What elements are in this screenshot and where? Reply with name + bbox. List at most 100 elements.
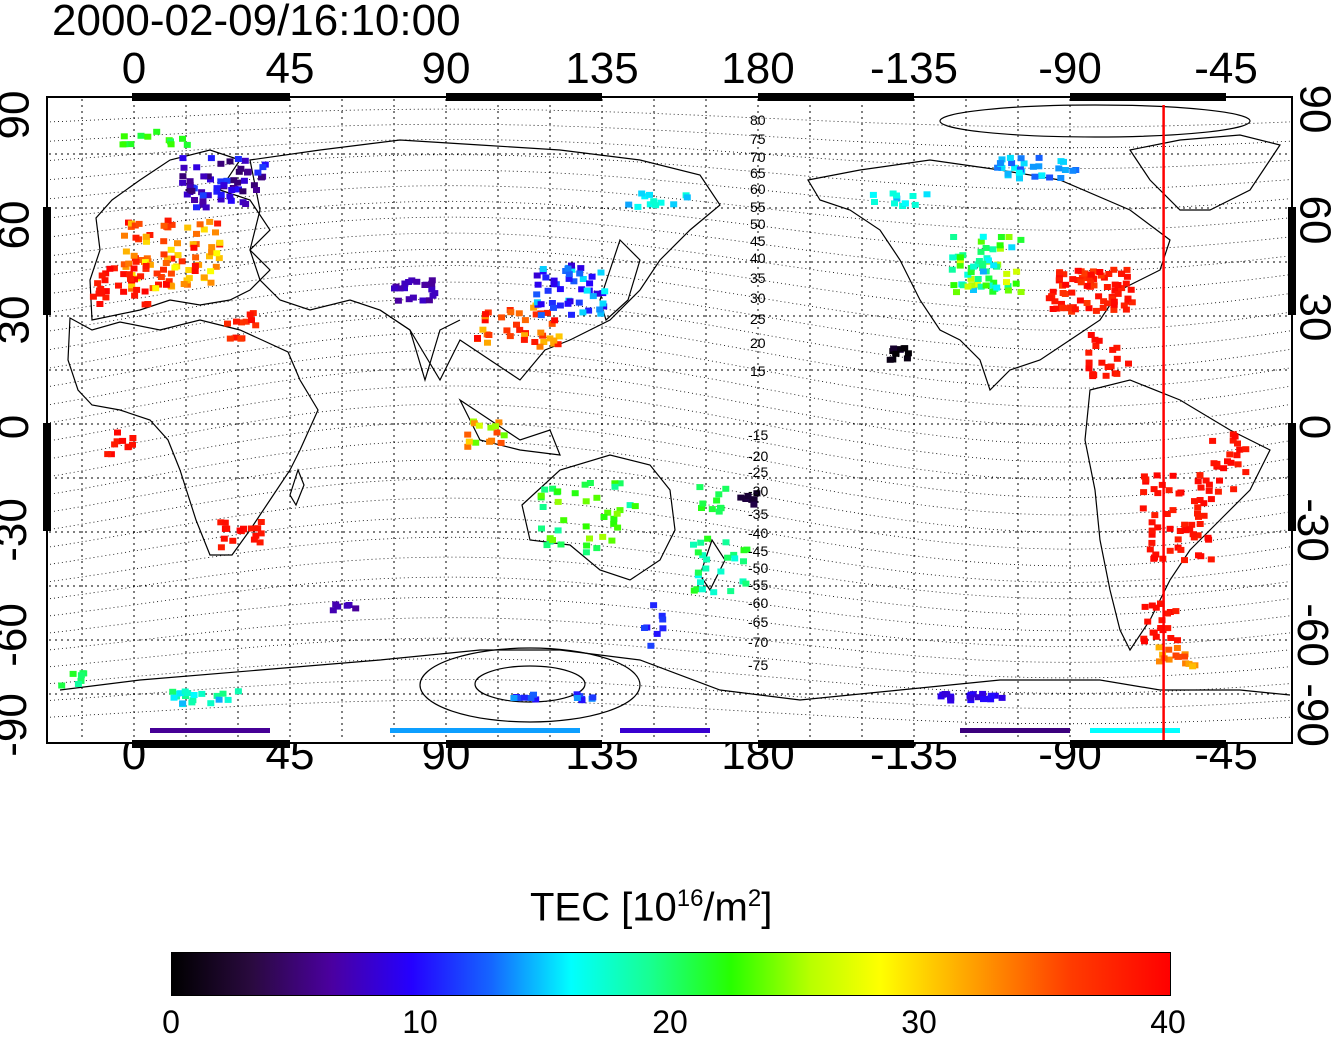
tec-sample (521, 332, 529, 339)
top-lon-label: -90 (1038, 44, 1102, 93)
tec-sample (102, 294, 110, 301)
tec-sample (531, 339, 539, 345)
tec-sample (578, 697, 586, 704)
maglat-label: -70 (748, 634, 768, 650)
tec-sample (219, 690, 227, 697)
tec-sample (1234, 440, 1241, 447)
tec-sample (556, 302, 564, 309)
tec-sample (97, 286, 105, 292)
tec-sample (1156, 658, 1163, 665)
tec-sample (185, 275, 193, 282)
tec-sample (153, 128, 161, 135)
tec-sample (1004, 170, 1012, 177)
tec-sample (125, 271, 133, 278)
tec-sample (212, 229, 219, 236)
tec-sample (891, 200, 898, 207)
tec-sample (956, 262, 964, 269)
tec-sample (120, 288, 128, 295)
colorbar-title: TEC [1016/m2] (530, 885, 773, 930)
tec-sample (1087, 279, 1095, 286)
tec-sample (464, 443, 472, 450)
tec-sample (708, 506, 716, 513)
new-zealand-coastline (699, 538, 726, 592)
maglat-contour (49, 576, 1291, 632)
tec-sample (1005, 234, 1013, 240)
tec-sample (532, 696, 540, 703)
tec-sample (223, 525, 231, 532)
tec-sample (570, 278, 578, 285)
tec-sample (583, 542, 591, 549)
tec-sample (226, 193, 234, 200)
tec-sample (135, 220, 143, 227)
tec-sample (1060, 158, 1067, 165)
tec-sample (586, 280, 594, 287)
tec-sample (1204, 534, 1212, 541)
tec-sample (425, 297, 433, 304)
tec-sample (1069, 276, 1077, 283)
maglat-contour (49, 596, 1291, 648)
tec-sample (465, 438, 473, 445)
tec-sample (710, 589, 718, 596)
tec-sample (586, 480, 594, 486)
tec-sample (731, 555, 739, 562)
colorbar-tick-label: 0 (162, 1004, 180, 1040)
tec-sample (1169, 507, 1177, 514)
tec-sample (204, 173, 212, 180)
tec-sample (1205, 487, 1213, 494)
tec-sample (1085, 365, 1093, 372)
tec-strip (390, 728, 580, 733)
tec-sample (1071, 306, 1079, 313)
tec-sample (1069, 167, 1077, 174)
tec-sample (1175, 490, 1183, 497)
tec-sample (979, 264, 987, 271)
tec-sample (110, 265, 118, 272)
top-lon-label: 90 (421, 44, 471, 93)
tec-sample (208, 244, 216, 251)
tec-sample (487, 424, 495, 431)
tec-sample (115, 282, 122, 289)
tec-sample (217, 196, 225, 203)
tec-sample (537, 329, 545, 336)
tec-sample (533, 291, 541, 298)
tec-sample (247, 525, 255, 532)
tec-sample (192, 254, 200, 261)
tec-sample (1109, 346, 1117, 353)
tec-sample (554, 527, 562, 534)
tec-sample (722, 539, 730, 546)
tec-sample (1194, 510, 1201, 517)
maglat-contour (49, 108, 1291, 128)
tec-sample (1096, 269, 1104, 275)
tec-sample (514, 695, 522, 702)
maglat-contour (49, 679, 1291, 709)
tec-sample (697, 539, 705, 546)
tec-sample (576, 270, 584, 277)
tec-sample (597, 310, 605, 317)
tec-sample (1060, 271, 1068, 278)
maglat-label: 30 (750, 290, 766, 306)
tec-sample (750, 501, 758, 508)
tec-sample (900, 345, 908, 352)
tec-sample (1110, 266, 1118, 273)
tec-sample (486, 438, 494, 445)
tec-sample (168, 221, 176, 228)
tec-sample (582, 549, 590, 556)
tec-sample (1092, 307, 1100, 314)
tec-sample (979, 690, 987, 697)
tec-sample (892, 350, 900, 357)
tec-sample (503, 327, 511, 334)
maglat-contour (49, 517, 1291, 583)
tec-sample (1139, 505, 1147, 512)
tec-sample (58, 682, 66, 689)
tec-sample (977, 238, 985, 245)
tec-sample (543, 542, 551, 549)
maglat-label: -45 (748, 543, 768, 559)
tec-sample (226, 158, 234, 165)
tec-sample (537, 301, 545, 308)
tec-sample (659, 625, 667, 632)
tec-sample (616, 507, 624, 514)
tec-sample (538, 525, 545, 532)
tec-sample (1110, 298, 1118, 305)
axis-tick-bar (446, 93, 602, 101)
tec-sample (142, 263, 150, 269)
tec-sample (1242, 446, 1250, 453)
